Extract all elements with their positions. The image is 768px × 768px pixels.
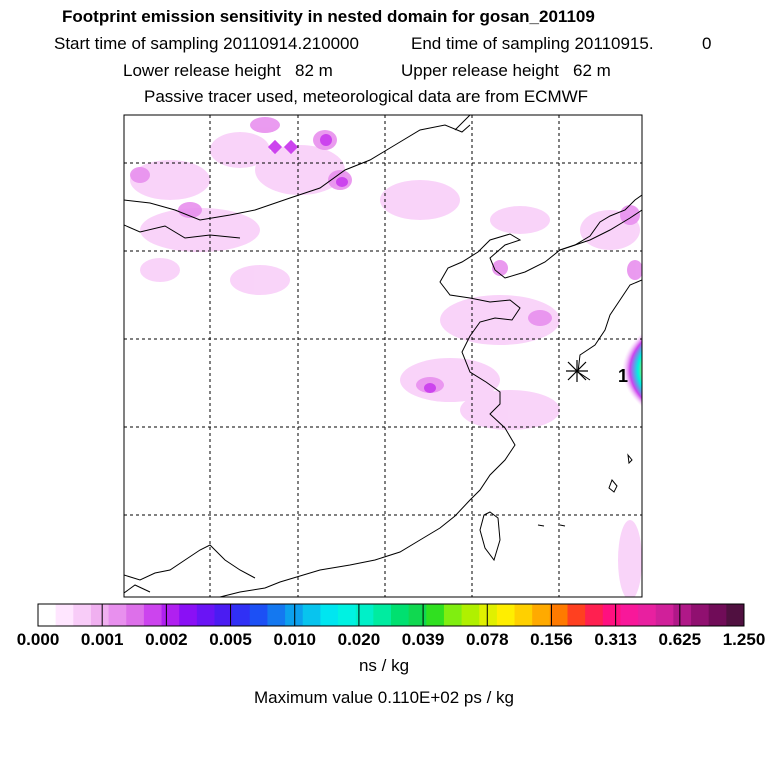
colorbar-cell: [249, 604, 268, 626]
colorbar-tick-label: 0.000: [16, 630, 60, 649]
colorbar-tick-label: 0.078: [465, 630, 509, 649]
colorbar-tick-label: 0.625: [658, 630, 702, 649]
colorbar-cell: [73, 604, 92, 626]
colorbar-cell: [638, 604, 657, 626]
colorbar-cell: [232, 604, 251, 626]
colorbar-cell: [726, 604, 745, 626]
colorbar-cell: [708, 604, 727, 626]
colorbar-cell: [443, 604, 463, 626]
colorbar-cell: [514, 604, 533, 626]
end-time-label: End time of sampling 20110915.: [411, 34, 654, 53]
colorbar-tick-label: 1.250: [722, 630, 766, 649]
colorbar-cell: [496, 604, 516, 626]
sensitivity-field: [130, 117, 642, 597]
colorbar-cell: [90, 604, 110, 626]
station-marker: [566, 360, 588, 382]
colorbar-cell: [302, 604, 321, 626]
colorbar-cell: [161, 604, 180, 626]
colorbar-tick-label: 0.020: [337, 630, 381, 649]
colorbar-cell: [391, 604, 410, 626]
colorbar-cell: [55, 604, 74, 626]
colorbar-cell: [620, 604, 639, 626]
colorbar-tick-label: 0.039: [401, 630, 445, 649]
colorbar-tick-label: 0.010: [273, 630, 316, 649]
colorbar-tick-label: 0.002: [145, 630, 188, 649]
colorbar-cell: [143, 604, 163, 626]
colorbar-cell: [408, 604, 427, 626]
colorbar-cell: [461, 604, 480, 626]
lower-release-label: Lower release height 82 m: [123, 61, 333, 80]
colorbar-cell: [602, 604, 621, 626]
colorbar-cell: [691, 604, 710, 626]
colorbar-tick-label: 0.005: [209, 630, 252, 649]
station-label: 1: [618, 366, 628, 386]
colorbar-cell: [532, 604, 551, 626]
coastlines: [124, 115, 642, 597]
colorbar-tick-label: 0.001: [80, 630, 124, 649]
colorbar-cell: [673, 604, 692, 626]
upper-release-label: Upper release height 62 m: [401, 61, 611, 80]
colorbar-cell: [479, 604, 498, 626]
colorbar-cell: [38, 604, 57, 626]
colorbar-cell: [285, 604, 304, 626]
colorbar-tick-label: 0.313: [594, 630, 637, 649]
end-time-suffix: 0: [702, 34, 712, 53]
colorbar-frame: [37, 603, 745, 627]
colorbar-cell: [338, 604, 357, 626]
maximum-value-label: Maximum value 0.110E+02 ps / kg: [253, 688, 515, 707]
map-frame: [123, 114, 643, 598]
plot-title: Footprint emission sensitivity in nested…: [62, 7, 595, 26]
colorbar-cell: [373, 604, 392, 626]
colorbar-cell: [655, 604, 674, 626]
colorbar-cell: [196, 604, 215, 626]
colorbar-cell: [549, 604, 568, 626]
colorbar-cell: [585, 604, 604, 626]
colorbar-cell: [108, 604, 127, 626]
colorbar-cell: [179, 604, 198, 626]
colorbar-cell: [320, 604, 339, 626]
colorbar-cell: [267, 604, 286, 626]
tracer-note: Passive tracer used, meteorological data…: [144, 87, 589, 106]
start-time-label: Start time of sampling 20110914.210000: [54, 34, 359, 53]
colorbar-cell: [567, 604, 586, 626]
colorbar-cell: [355, 604, 374, 626]
colorbar-cell: [214, 604, 233, 626]
colorbar-cell: [426, 604, 445, 626]
colorbar-units: ns / kg: [358, 656, 410, 675]
colorbar-cell: [126, 604, 145, 626]
colorbar-tick-label: 0.156: [530, 630, 573, 649]
